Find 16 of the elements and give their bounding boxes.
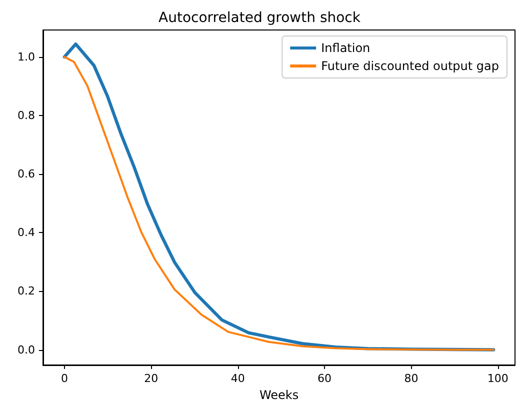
y-tick-label: 0.2 [18, 284, 35, 298]
y-tick-label: 0.0 [18, 343, 35, 356]
x-tick-label: 20 [144, 372, 158, 385]
chart-title: Autocorrelated growth shock [158, 10, 362, 26]
x-tick-label: 0 [60, 372, 68, 385]
x-tick-label: 60 [318, 372, 332, 385]
x-tick-label: 40 [230, 372, 245, 385]
y-tick-label: 0.4 [18, 226, 35, 240]
x-tick-label: 80 [404, 372, 418, 385]
x-tick-label: 100 [487, 372, 508, 385]
y-tick-label: 0.6 [18, 168, 35, 181]
legend-label: Future discounted output gap [321, 59, 500, 73]
legend-label: Inflation [321, 41, 370, 55]
y-tick-label: 0.8 [18, 109, 35, 122]
x-axis-title: Weeks [259, 388, 299, 402]
y-tick-label: 1.0 [18, 50, 35, 64]
